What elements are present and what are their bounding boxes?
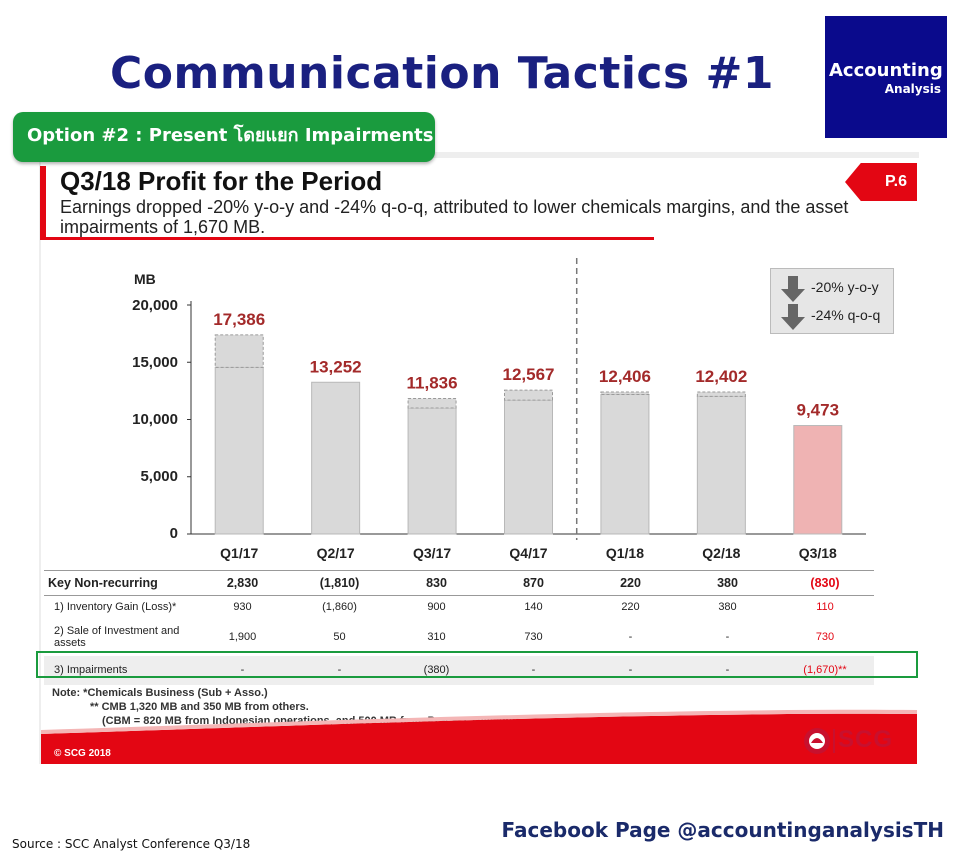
table-cell: - bbox=[628, 664, 633, 676]
table-cell: 730 bbox=[524, 630, 543, 643]
logo-line2: Analysis bbox=[884, 82, 941, 96]
bar-value-label: 13,252 bbox=[310, 357, 362, 376]
table-cell: (1,810) bbox=[291, 570, 388, 596]
y-tick-label: 5,000 bbox=[140, 468, 178, 485]
table-cell: 50 bbox=[333, 630, 346, 643]
table-cell: 380 bbox=[718, 600, 737, 613]
table-row: 2) Sale of Investment and assets 1,900 50 3… bbox=[44, 618, 874, 656]
table-row: 3) Impairments - - (380) - - - (1,670)** bbox=[44, 655, 874, 685]
table-cell: (1,860) bbox=[322, 600, 357, 613]
change-yoy-label: -20% y-o-y bbox=[811, 279, 879, 295]
source-caption: Source : SCC Analyst Conference Q3/18 bbox=[12, 837, 251, 851]
table-cell: - bbox=[531, 664, 536, 676]
bar-value-label: 9,473 bbox=[797, 401, 840, 420]
y-tick-label: 20,000 bbox=[132, 297, 178, 314]
x-tick-label: Q1/18 bbox=[606, 545, 644, 561]
table-cell: 900 bbox=[427, 600, 446, 613]
x-tick-label: Q2/18 bbox=[702, 545, 740, 561]
brand-divider bbox=[833, 729, 835, 753]
x-tick-label: Q3/17 bbox=[413, 545, 451, 561]
heading-underline bbox=[46, 237, 654, 240]
table-cell: 220 bbox=[582, 570, 679, 596]
slide-copyright: © SCG 2018 bbox=[54, 748, 111, 759]
accounting-analysis-logo: Accounting Analysis bbox=[825, 16, 947, 138]
profit-bar-chart: 17,386 Q1/17 13,252 Q2/17 11,836 Q3/17 12,567 Q… bbox=[187, 258, 866, 561]
note-line: Note: *Chemicals Business (Sub + Asso.) bbox=[52, 687, 268, 699]
table-cell: 2,830 bbox=[194, 570, 291, 596]
facebook-page-caption: Facebook Page @accountinganalysisTH bbox=[501, 818, 945, 842]
table-cell: 140 bbox=[524, 600, 543, 613]
y-tick-label: 0 bbox=[169, 525, 178, 542]
row-label: 3) Impairments bbox=[54, 664, 128, 676]
option-banner: Option #2 : Present โดยแยก Impairments bbox=[13, 112, 435, 162]
note-line: ** CMB 1,320 MB and 350 MB from others. bbox=[90, 701, 309, 713]
bar-value-label: 12,567 bbox=[503, 365, 555, 384]
bar bbox=[696, 395, 746, 535]
y-tick-label: 15,000 bbox=[132, 354, 178, 371]
slide-footer-swoosh bbox=[41, 709, 917, 764]
row-label: Key Non-recurring bbox=[44, 570, 194, 596]
scg-emblem-icon bbox=[804, 728, 830, 754]
change-qoq-label: -24% q-o-q bbox=[811, 307, 881, 323]
slide-accent-bar bbox=[40, 166, 46, 240]
bar-value-label: 17,386 bbox=[213, 310, 265, 329]
non-recurring-table: Key Non-recurring 2,830 (1,810) 830 870 220 38… bbox=[44, 570, 874, 685]
bar bbox=[214, 366, 264, 535]
bar-value-label: 11,836 bbox=[407, 373, 458, 392]
scg-brand: SCG bbox=[838, 726, 894, 753]
y-axis-unit: MB bbox=[134, 271, 156, 287]
x-tick-label: Q1/17 bbox=[220, 545, 258, 561]
bar-non-recurring-segment bbox=[696, 391, 746, 397]
table-cell: - bbox=[628, 630, 633, 643]
table-row: Key Non-recurring 2,830 (1,810) 830 870 220 38… bbox=[44, 570, 874, 596]
table-cell: (380) bbox=[423, 664, 450, 676]
table-cell: - bbox=[337, 664, 342, 676]
table-cell: - bbox=[725, 664, 730, 676]
row-label: 2) Sale of Investment and assets bbox=[54, 624, 180, 649]
logo-line1: Accounting bbox=[829, 60, 943, 81]
bar-value-label: 12,406 bbox=[599, 367, 651, 386]
bar-non-recurring-segment bbox=[407, 397, 457, 409]
bar-non-recurring-segment bbox=[504, 389, 553, 401]
table-cell: 310 bbox=[427, 630, 446, 643]
change-summary-box: -20% y-o-y -24% q-o-q bbox=[770, 268, 894, 334]
x-tick-label: Q4/17 bbox=[509, 545, 547, 561]
row-label: 1) Inventory Gain (Loss)* bbox=[54, 600, 177, 613]
slide-heading: Q3/18 Profit for the Period bbox=[60, 166, 383, 196]
y-tick-label: 10,000 bbox=[132, 411, 178, 428]
page-tag: P.6 bbox=[845, 163, 917, 201]
table-cell: 930 bbox=[233, 600, 252, 613]
x-tick-label: Q3/18 bbox=[799, 545, 837, 561]
bar-non-recurring-segment bbox=[600, 391, 650, 395]
bar bbox=[407, 407, 457, 535]
table-cell: 110 bbox=[816, 600, 834, 613]
bar bbox=[311, 381, 361, 535]
table-cell: 730 bbox=[815, 630, 835, 643]
x-tick-label: Q2/17 bbox=[317, 545, 355, 561]
table-cell: (830) bbox=[776, 570, 874, 596]
table-cell: 1,900 bbox=[228, 630, 257, 643]
bar bbox=[504, 399, 553, 535]
impairments-highlight-box bbox=[36, 651, 918, 678]
bar-value-label: 12,402 bbox=[695, 367, 747, 386]
table-cell: - bbox=[240, 664, 245, 676]
table-cell: 380 bbox=[679, 570, 776, 596]
table-cell: 830 bbox=[388, 570, 485, 596]
down-arrow-icon bbox=[781, 304, 805, 330]
table-cell: - bbox=[725, 630, 730, 643]
table-cell: 220 bbox=[621, 600, 640, 613]
page-title: Communication Tactics #1 bbox=[110, 48, 775, 99]
table-cell: (1,670)** bbox=[803, 664, 847, 676]
bar bbox=[793, 425, 843, 535]
table-row: 1) Inventory Gain (Loss)* 930 (1,860) 900 14… bbox=[44, 596, 874, 618]
down-arrow-icon bbox=[781, 276, 805, 302]
bar bbox=[600, 393, 650, 535]
bar-non-recurring-segment bbox=[214, 334, 264, 368]
table-cell: 870 bbox=[485, 570, 582, 596]
slide-subheading: Earnings dropped -20% y-o-y and -24% q-o… bbox=[60, 197, 849, 237]
slide-frame bbox=[39, 152, 919, 764]
